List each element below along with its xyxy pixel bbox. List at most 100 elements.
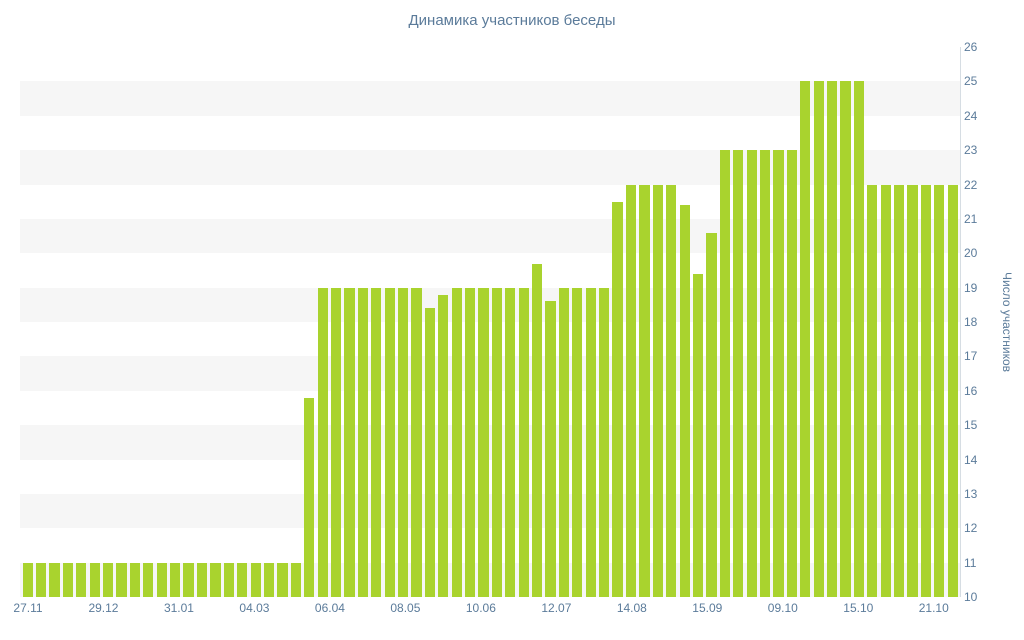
bar	[465, 287, 476, 597]
grid-band	[20, 47, 960, 82]
bar	[357, 287, 368, 597]
bar	[478, 287, 489, 597]
bar	[304, 397, 315, 597]
bar	[826, 81, 838, 597]
y-tick-label: 14	[964, 452, 978, 467]
bar	[907, 184, 918, 597]
bar	[183, 562, 194, 597]
y-tick-label: 16	[964, 383, 978, 398]
bar	[813, 81, 824, 597]
x-tick-label: 21.10	[918, 601, 949, 615]
x-tick-label: 12.07	[541, 601, 572, 615]
x-tick-label: 15.09	[692, 601, 723, 615]
bar	[612, 201, 623, 597]
bar	[773, 150, 784, 597]
bar	[196, 562, 208, 597]
y-tick-label: 25	[964, 74, 978, 89]
bar	[947, 184, 958, 597]
bar	[250, 562, 261, 597]
x-tick-label: 15.10	[843, 601, 874, 615]
x-tick-label: 29.12	[88, 601, 119, 615]
y-tick-label: 17	[964, 349, 978, 364]
bar	[518, 287, 529, 597]
bar	[558, 287, 570, 597]
bar	[129, 562, 141, 597]
bar	[170, 562, 181, 597]
bar	[572, 287, 583, 597]
bar	[237, 562, 248, 597]
bar	[62, 562, 74, 597]
plot-area	[20, 47, 961, 597]
bar	[371, 287, 382, 597]
x-tick-label: 09.10	[767, 601, 798, 615]
bar	[599, 287, 610, 597]
bar	[76, 562, 87, 597]
bar	[116, 562, 127, 597]
x-tick-label: 31.01	[163, 601, 194, 615]
x-tick-label: 14.08	[616, 601, 647, 615]
bar	[411, 287, 422, 597]
bar	[532, 263, 543, 597]
bar	[733, 150, 744, 597]
bar	[89, 562, 100, 597]
bar	[746, 150, 757, 597]
bar	[679, 205, 690, 597]
x-tick-label: 27.11	[13, 601, 43, 615]
y-tick-label: 21	[964, 211, 978, 226]
bar	[223, 562, 234, 597]
bar	[424, 308, 435, 597]
bar	[156, 562, 167, 597]
bar	[103, 562, 114, 597]
x-tick-label: 10.06	[465, 601, 496, 615]
y-tick-label: 10	[964, 590, 978, 604]
bar	[759, 150, 771, 597]
bar	[545, 301, 556, 597]
bar	[934, 184, 945, 597]
bar	[800, 81, 811, 597]
bar	[22, 562, 33, 597]
bar	[920, 184, 932, 597]
y-tick-label: 13	[964, 486, 978, 501]
y-tick-label: 24	[964, 108, 978, 123]
bar	[639, 184, 650, 597]
bar	[317, 287, 328, 597]
y-tick-label: 23	[964, 143, 978, 158]
y-tick-label: 15	[964, 418, 978, 433]
bar	[505, 287, 516, 597]
bar	[786, 150, 797, 597]
y-tick-label: 12	[964, 521, 978, 536]
x-tick-label: 04.03	[239, 601, 270, 615]
x-axis: 27.11 29.12 31.01 04.03 06.04 08.05 10.06 12.07…	[13, 601, 960, 617]
bar	[719, 150, 730, 597]
bar	[49, 562, 60, 597]
y-axis: 26 25 24 23 22 21 20 19 18 17 16 15 14 13 12 11 10	[964, 40, 998, 604]
bar	[277, 562, 288, 597]
bar	[143, 562, 154, 597]
y-tick-label: 11	[964, 555, 977, 570]
bar	[384, 287, 395, 597]
y-tick-label: 26	[964, 40, 978, 54]
bar	[840, 81, 851, 597]
bar	[652, 184, 663, 597]
bar	[585, 287, 596, 597]
bar	[853, 81, 864, 597]
bar	[894, 184, 905, 597]
x-tick-label: 06.04	[314, 601, 345, 615]
y-tick-label: 20	[964, 246, 978, 261]
y-tick-label: 19	[964, 280, 978, 295]
bar	[438, 294, 449, 597]
bar	[330, 287, 342, 597]
bar	[36, 562, 47, 597]
chart-title: Динамика участников беседы	[408, 12, 616, 29]
bar	[397, 287, 409, 597]
bar	[344, 287, 355, 597]
bar	[880, 184, 891, 597]
bar	[666, 184, 677, 597]
bar	[867, 184, 878, 597]
bar	[263, 562, 275, 597]
x-tick-label: 08.05	[390, 601, 421, 615]
y-tick-label: 22	[964, 177, 978, 192]
bar	[706, 232, 717, 597]
bars-container	[20, 47, 960, 597]
